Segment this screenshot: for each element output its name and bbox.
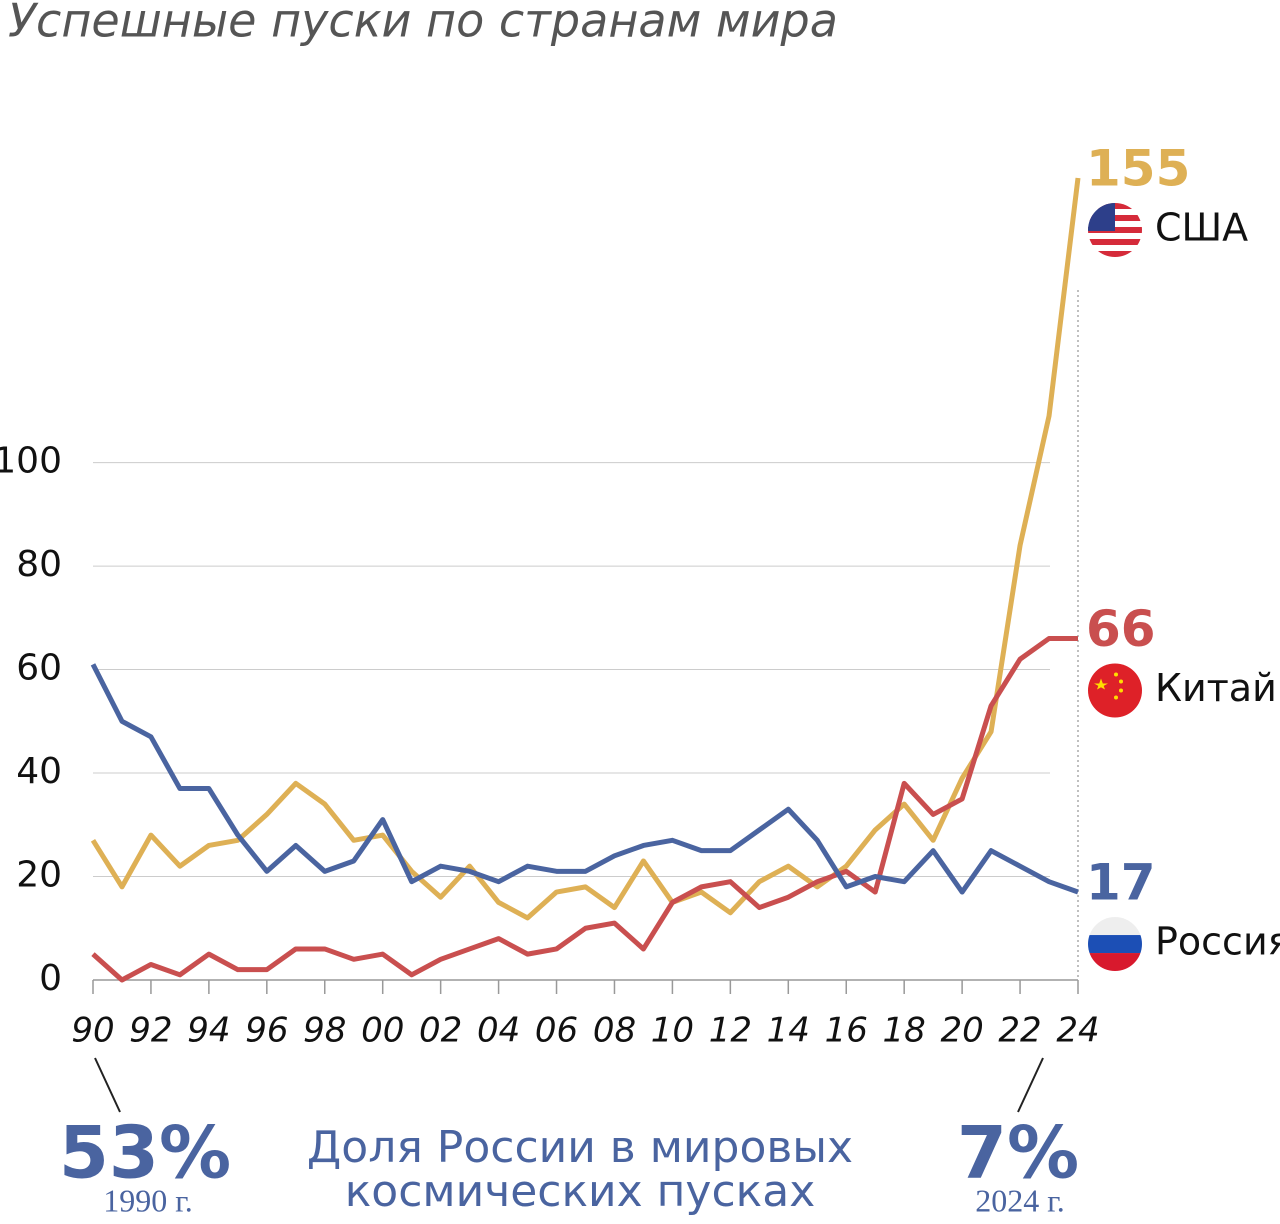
- x-tick-label: 18: [883, 1011, 926, 1051]
- x-tick-label: 90: [71, 1011, 114, 1051]
- legend-label: США: [1155, 206, 1248, 250]
- y-tick-label: 100: [0, 441, 62, 482]
- series-line: [91, 636, 1078, 983]
- x-tick-label: 24: [1056, 1011, 1099, 1051]
- x-tick-label: 00: [361, 1011, 404, 1051]
- series-line: [90, 177, 1081, 921]
- y-tick-label: 20: [16, 855, 62, 896]
- x-tick-label: 92: [129, 1011, 172, 1051]
- y-tick-label: 80: [16, 544, 62, 585]
- end-value-label: 155: [1086, 140, 1190, 198]
- x-tick-label: 10: [651, 1011, 694, 1051]
- share-note: 53% 1990 г. 7% 2024 г. Доля России в мир…: [59, 1057, 1079, 1218]
- y-tick-label: 40: [16, 751, 62, 792]
- x-tick-label: 12: [709, 1011, 752, 1051]
- legend-label: Россия: [1155, 920, 1280, 964]
- x-tick-label: 08: [593, 1011, 636, 1051]
- x-tick-label: 04: [477, 1011, 520, 1051]
- chart-title: Успешные пуски по странам мира: [8, 0, 838, 48]
- end-share: 7%: [957, 1111, 1079, 1195]
- share-title: Доля России в мировых: [307, 1122, 853, 1173]
- x-tick-label: 14: [767, 1011, 810, 1051]
- flag: [1088, 664, 1142, 718]
- x-tick-label: 02: [419, 1011, 462, 1051]
- legend-entry: США: [1088, 203, 1248, 257]
- end-year: 2024 г.: [975, 1182, 1065, 1218]
- x-tick-label: 20: [940, 1011, 983, 1051]
- legend-entry: Россия: [1088, 917, 1280, 971]
- x-tick-label: 96: [245, 1011, 288, 1051]
- share-title: космических пусках: [345, 1166, 816, 1217]
- connector: [1017, 1057, 1044, 1113]
- start-share: 53%: [59, 1111, 231, 1195]
- flag: [1088, 917, 1142, 971]
- y-tick-label: 60: [16, 648, 62, 689]
- y-tick-label: 0: [39, 958, 62, 999]
- legend-entry: Китай: [1088, 664, 1277, 718]
- end-value-label: 17: [1086, 854, 1156, 912]
- start-year: 1990 г.: [103, 1182, 193, 1218]
- end-value-label: 66: [1086, 600, 1156, 658]
- legend-label: Китай: [1155, 666, 1277, 710]
- x-tick-label: 16: [825, 1011, 868, 1051]
- x-tick-label: 98: [303, 1011, 346, 1051]
- series-line: [90, 663, 1079, 895]
- flag: [1088, 203, 1142, 257]
- x-tick-label: 94: [187, 1011, 230, 1051]
- x-tick-label: 22: [998, 1011, 1041, 1051]
- x-tick-label: 06: [535, 1011, 578, 1051]
- connector: [94, 1057, 121, 1113]
